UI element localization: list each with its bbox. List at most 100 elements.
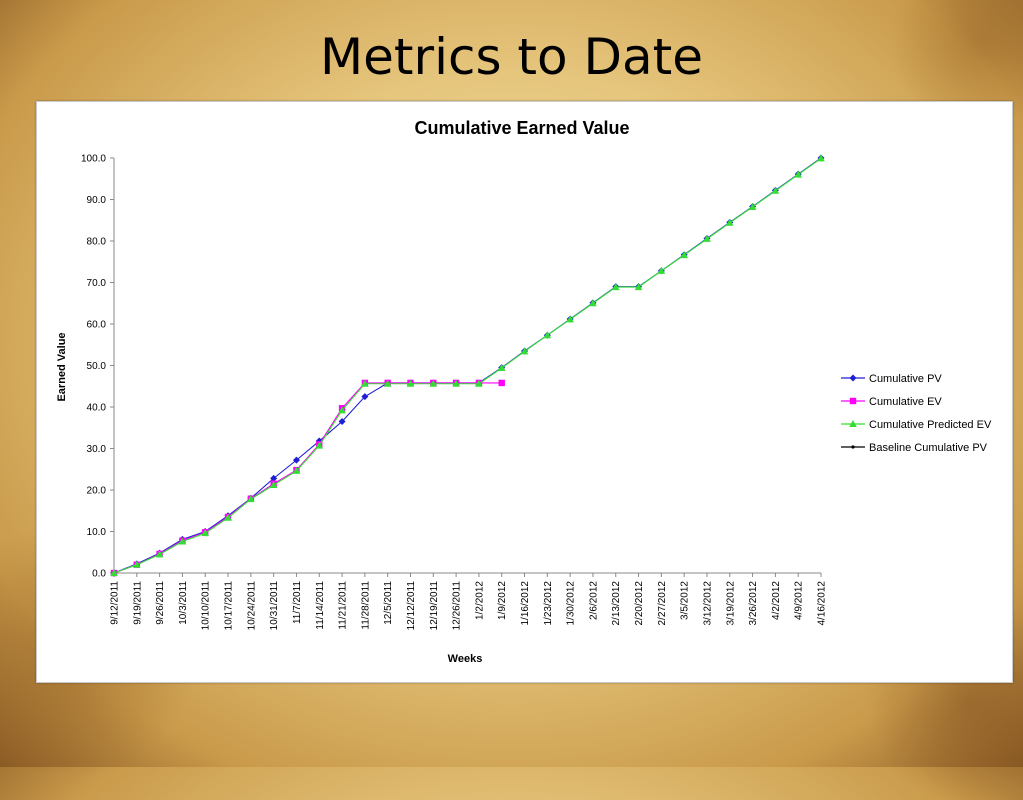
legend-marker [849, 420, 857, 427]
x-tick-label: 3/26/2012 [748, 581, 759, 626]
y-tick-label: 0.0 [92, 569, 106, 580]
chart-axes: 0.0 10.0 20.0 30.0 40.0 50.0 60.0 70.0 80.0 90.0 1… [81, 154, 828, 631]
data-point [498, 379, 505, 387]
data-point [725, 218, 734, 226]
x-tick-label: 1/23/2012 [543, 581, 554, 626]
x-tick-label: 1/16/2012 [520, 581, 531, 626]
x-tick-label: 3/19/2012 [725, 581, 736, 626]
legend-label: Cumulative PV [869, 373, 942, 385]
data-point [110, 569, 118, 576]
series-line [113, 157, 822, 574]
series-0 [110, 154, 825, 577]
chart-legend: Cumulative PV Cumulative EV Cumulative Pre… [841, 373, 992, 454]
legend-marker [851, 445, 855, 449]
y-tick-label: 50.0 [87, 361, 107, 372]
data-point [817, 154, 825, 162]
data-point [589, 299, 597, 307]
data-point [703, 234, 711, 242]
x-tick-label: 2/13/2012 [611, 581, 622, 626]
x-tick-label: 11/14/2011 [315, 581, 326, 630]
data-point [452, 379, 460, 387]
data-point [680, 251, 688, 259]
series-2 [110, 154, 825, 576]
x-tick-label: 10/31/2011 [269, 581, 280, 631]
x-tick-label: 2/6/2012 [588, 581, 599, 620]
x-tick-label: 3/5/2012 [680, 581, 691, 620]
x-tick-label: 4/16/2012 [817, 581, 828, 626]
data-point [383, 379, 392, 387]
data-point [611, 283, 620, 291]
data-point [475, 379, 483, 387]
x-tick-label: 4/2/2012 [771, 581, 782, 620]
x-tick-label: 12/12/2011 [406, 581, 417, 631]
data-point [497, 363, 506, 371]
chart-panel: Cumulative Earned Value Weeks Earned Val… [36, 101, 1013, 683]
data-point [361, 393, 369, 401]
y-tick-label: 30.0 [87, 444, 107, 455]
series-line [113, 382, 502, 574]
y-tick-label: 10.0 [87, 527, 107, 538]
data-point [155, 550, 164, 558]
x-tick-label: 2/20/2012 [634, 581, 645, 626]
y-tick-label: 100.0 [81, 154, 106, 165]
y-tick-label: 60.0 [87, 320, 107, 331]
legend-entry: Cumulative PV [841, 373, 942, 385]
data-point [270, 474, 278, 482]
legend-marker [849, 374, 857, 382]
legend-label: Baseline Cumulative PV [869, 442, 988, 454]
chart-title: Cumulative Earned Value [414, 118, 629, 138]
data-point [543, 331, 552, 339]
x-tick-label: 2/27/2012 [657, 581, 668, 626]
x-tick-label: 9/19/2011 [132, 581, 143, 625]
data-point [657, 266, 666, 274]
legend-entry: Cumulative EV [841, 396, 942, 408]
x-axis-label: Weeks [448, 653, 483, 665]
data-point [429, 379, 438, 387]
data-point [634, 283, 643, 291]
chart-plot-area [110, 154, 825, 577]
x-tick-label: 9/12/2011 [110, 581, 121, 625]
x-tick-label: 10/24/2011 [246, 581, 257, 631]
data-point [133, 560, 141, 568]
legend-entry: Cumulative Predicted EV [841, 419, 992, 431]
x-tick-label: 12/19/2011 [429, 581, 440, 631]
data-point [520, 347, 529, 355]
x-tick-label: 1/9/2012 [497, 581, 508, 620]
data-point [247, 495, 255, 503]
data-point [224, 513, 232, 521]
y-tick-label: 20.0 [87, 486, 107, 497]
data-point [292, 456, 300, 464]
x-tick-label: 10/3/2011 [178, 581, 189, 625]
x-tick-label: 10/10/2011 [201, 581, 212, 631]
data-point [406, 379, 415, 387]
data-point [794, 170, 802, 178]
x-tick-label: 3/12/2012 [702, 581, 713, 626]
legend-label: Cumulative EV [869, 396, 942, 408]
x-tick-label: 12/5/2011 [383, 581, 394, 625]
data-point [201, 529, 210, 537]
y-axis-label: Earned Value [56, 332, 68, 401]
data-point [361, 379, 369, 387]
x-tick-label: 10/17/2011 [224, 581, 235, 631]
x-tick-label: 12/26/2011 [452, 581, 463, 631]
data-point [269, 481, 278, 489]
x-tick-label: 11/7/2011 [292, 581, 303, 624]
x-tick-label: 4/9/2012 [794, 581, 805, 620]
x-tick-label: 11/28/2011 [360, 581, 371, 630]
data-point [771, 186, 780, 194]
data-point [178, 537, 187, 545]
data-point [292, 466, 301, 474]
y-tick-label: 70.0 [87, 278, 107, 289]
data-point [338, 418, 346, 426]
y-tick-label: 80.0 [87, 237, 107, 248]
legend-entry: Baseline Cumulative PV [841, 442, 988, 454]
data-point [315, 441, 324, 449]
x-tick-label: 1/2/2012 [474, 581, 485, 620]
data-point [748, 202, 757, 210]
slide-title: Metrics to Date [320, 28, 703, 86]
x-tick-label: 9/26/2011 [155, 581, 166, 625]
legend-label: Cumulative Predicted EV [869, 419, 992, 431]
legend-marker [849, 397, 857, 405]
earned-value-chart: Cumulative Earned Value Weeks Earned Val… [56, 118, 992, 665]
x-tick-label: 1/30/2012 [566, 581, 577, 626]
